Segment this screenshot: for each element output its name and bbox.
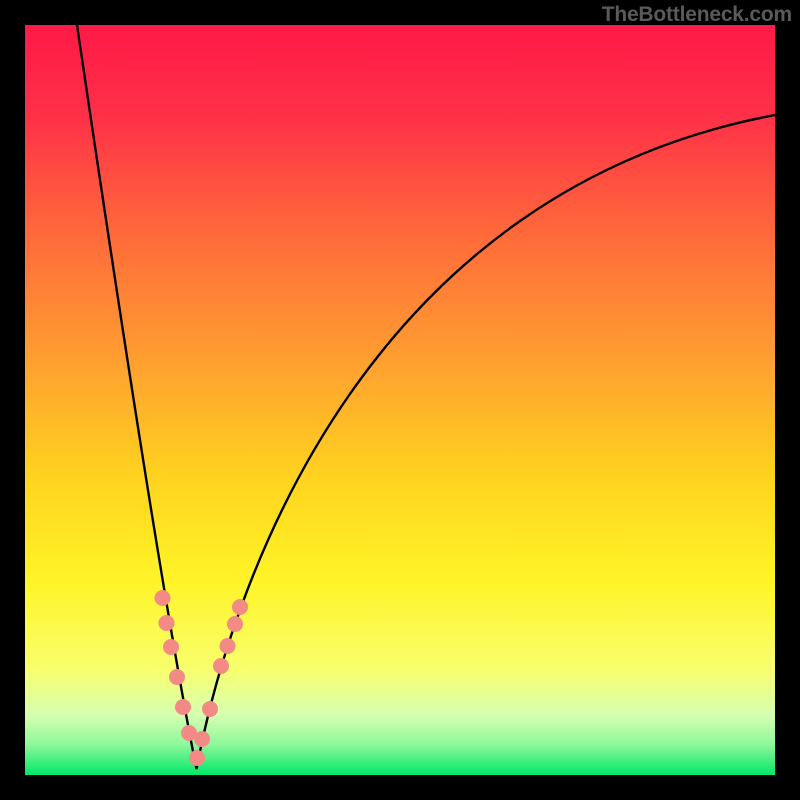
data-marker <box>190 751 205 766</box>
chart-container: TheBottleneck.com <box>0 0 800 800</box>
data-marker <box>203 702 218 717</box>
gradient-background <box>25 25 775 775</box>
data-marker <box>228 617 243 632</box>
watermark-text: TheBottleneck.com <box>602 3 792 27</box>
data-marker <box>195 732 210 747</box>
data-marker <box>159 616 174 631</box>
plot-area <box>25 25 775 775</box>
data-marker <box>164 640 179 655</box>
data-marker <box>176 700 191 715</box>
chart-svg <box>25 25 775 775</box>
data-marker <box>214 659 229 674</box>
data-marker <box>155 591 170 606</box>
data-marker <box>170 670 185 685</box>
data-marker <box>233 600 248 615</box>
data-marker <box>220 639 235 654</box>
